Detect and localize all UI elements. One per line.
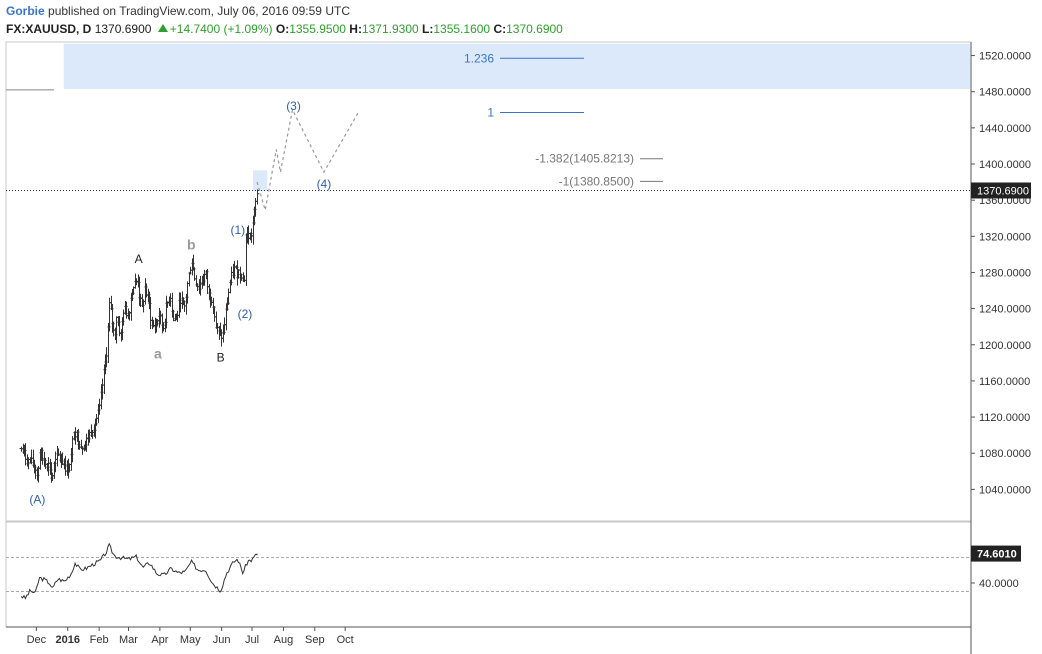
oscillator-line bbox=[20, 542, 258, 600]
wave-label: (1) bbox=[231, 223, 246, 237]
wave-label: (4) bbox=[317, 177, 332, 191]
price-axis-tick-label: 1320.0000 bbox=[979, 231, 1031, 243]
high-value: 1371.9300 bbox=[361, 22, 419, 36]
last-price-badge bbox=[971, 182, 1031, 199]
wave-projection-path bbox=[256, 107, 359, 211]
oscillator-value-badge-label: 74.6010 bbox=[977, 549, 1017, 561]
close-label: C: bbox=[493, 22, 507, 36]
oscillator-pane-border bbox=[5, 521, 972, 628]
last-price: 1370.6900 bbox=[94, 22, 152, 36]
fib-level-label: -1.382(1405.8213) bbox=[535, 152, 634, 166]
open-label: O: bbox=[275, 22, 290, 36]
fib-current-zone bbox=[253, 170, 268, 192]
wave-label: b bbox=[187, 236, 196, 252]
price-axis-tick-label: 1440.0000 bbox=[979, 123, 1031, 135]
last-price-badge-label: 1370.6900 bbox=[977, 185, 1029, 197]
fib-target-zone bbox=[63, 43, 970, 89]
price-axis-tick-label: 1520.0000 bbox=[979, 51, 1031, 63]
fib-level-label: 1 bbox=[487, 105, 494, 119]
price-axis-tick-label: 1280.0000 bbox=[979, 267, 1031, 279]
time-axis-tick-label: Mar bbox=[119, 634, 138, 646]
fib-level-label: 1.236 bbox=[464, 51, 494, 65]
price-axis-tick-label: 1080.0000 bbox=[979, 448, 1031, 460]
oscillator-value-badge bbox=[971, 545, 1021, 562]
time-axis-tick-label: Apr bbox=[151, 634, 168, 646]
up-arrow-icon bbox=[157, 24, 168, 32]
time-axis-tick-label: 2016 bbox=[55, 634, 79, 646]
wave-label: (3) bbox=[286, 99, 301, 113]
time-axis-tick-label: Dec bbox=[27, 634, 47, 646]
price-axis-tick-label: 1160.0000 bbox=[979, 376, 1030, 388]
publish-info: Gorbie published on TradingView.com, Jul… bbox=[6, 4, 350, 18]
time-axis-tick-label: Oct bbox=[337, 634, 354, 646]
author-link[interactable]: Gorbie bbox=[6, 4, 45, 18]
oscillator-axis-tick-label: 40.0000 bbox=[979, 578, 1019, 590]
fib-level-label: -1(1380.8500) bbox=[559, 174, 634, 188]
time-axis-tick-label: Jun bbox=[213, 634, 231, 646]
time-axis-tick-label: May bbox=[180, 634, 201, 646]
time-axis-tick-label: Feb bbox=[90, 634, 109, 646]
time-axis-tick-label: Aug bbox=[274, 634, 294, 646]
price-axis-tick-label: 1120.0000 bbox=[979, 412, 1030, 424]
time-axis-tick-label: Sep bbox=[305, 634, 325, 646]
wave-label: (A) bbox=[29, 492, 45, 506]
wave-label: B bbox=[217, 350, 225, 364]
close-value: 1370.6900 bbox=[506, 22, 563, 36]
price-change: +14.7400 (+1.09%) bbox=[169, 22, 273, 36]
price-axis-tick-label: 1240.0000 bbox=[979, 304, 1031, 316]
price-axis-tick-label: 1040.0000 bbox=[979, 484, 1031, 496]
time-axis-tick-label: Jul bbox=[245, 634, 259, 646]
high-label: H: bbox=[349, 22, 362, 36]
wave-label: (2) bbox=[238, 307, 253, 321]
low-label: L: bbox=[422, 22, 434, 36]
wave-label: a bbox=[154, 346, 162, 362]
open-value: 1355.9500 bbox=[289, 22, 346, 36]
price-axis-tick-label: 1480.0000 bbox=[979, 87, 1031, 99]
symbol-name: FX:XAUUSD, D bbox=[6, 22, 92, 36]
symbol-legend: FX:XAUUSD, D 1370.6900 +14.7400 (+1.09%)… bbox=[6, 22, 563, 36]
price-axis-tick-label: 1400.0000 bbox=[979, 159, 1031, 171]
price-axis-tick-label: 1200.0000 bbox=[979, 340, 1031, 352]
publish-text: published on TradingView.com, July 06, 2… bbox=[48, 4, 350, 18]
low-value: 1355.1600 bbox=[433, 22, 491, 36]
wave-label: A bbox=[135, 252, 143, 266]
